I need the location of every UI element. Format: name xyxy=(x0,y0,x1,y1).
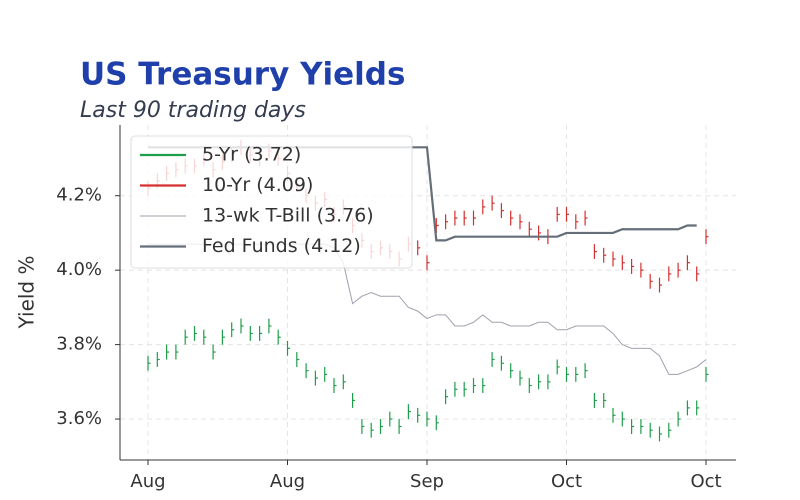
x-tick-label: Aug xyxy=(130,471,165,492)
x-tick-label: Oct xyxy=(690,471,721,492)
y-tick-label: 4.2% xyxy=(56,185,102,206)
y-tick-label: 4.0% xyxy=(56,259,102,280)
y-tick-label: 3.6% xyxy=(56,408,102,429)
legend-label: 13-wk T-Bill (3.76) xyxy=(202,205,374,227)
legend-label: 10-Yr (4.09) xyxy=(202,174,313,196)
x-tick-label: Aug xyxy=(270,471,305,492)
legend-label: Fed Funds (4.12) xyxy=(202,235,361,257)
chart-subtitle: Last 90 trading days xyxy=(80,98,306,123)
y-tick-label: 3.8% xyxy=(56,334,102,355)
y-axis-label: Yield % xyxy=(15,256,39,330)
legend-label: 5-Yr (3.72) xyxy=(202,144,301,166)
chart-title: US Treasury Yields xyxy=(80,57,405,93)
legend-box xyxy=(130,135,413,269)
x-tick-label: Oct xyxy=(551,471,582,492)
x-tick-label: Sep xyxy=(410,471,444,492)
legend: 5-Yr (3.72) 10-Yr (4.09) 13-wk T-Bill (3.7… xyxy=(130,135,413,269)
